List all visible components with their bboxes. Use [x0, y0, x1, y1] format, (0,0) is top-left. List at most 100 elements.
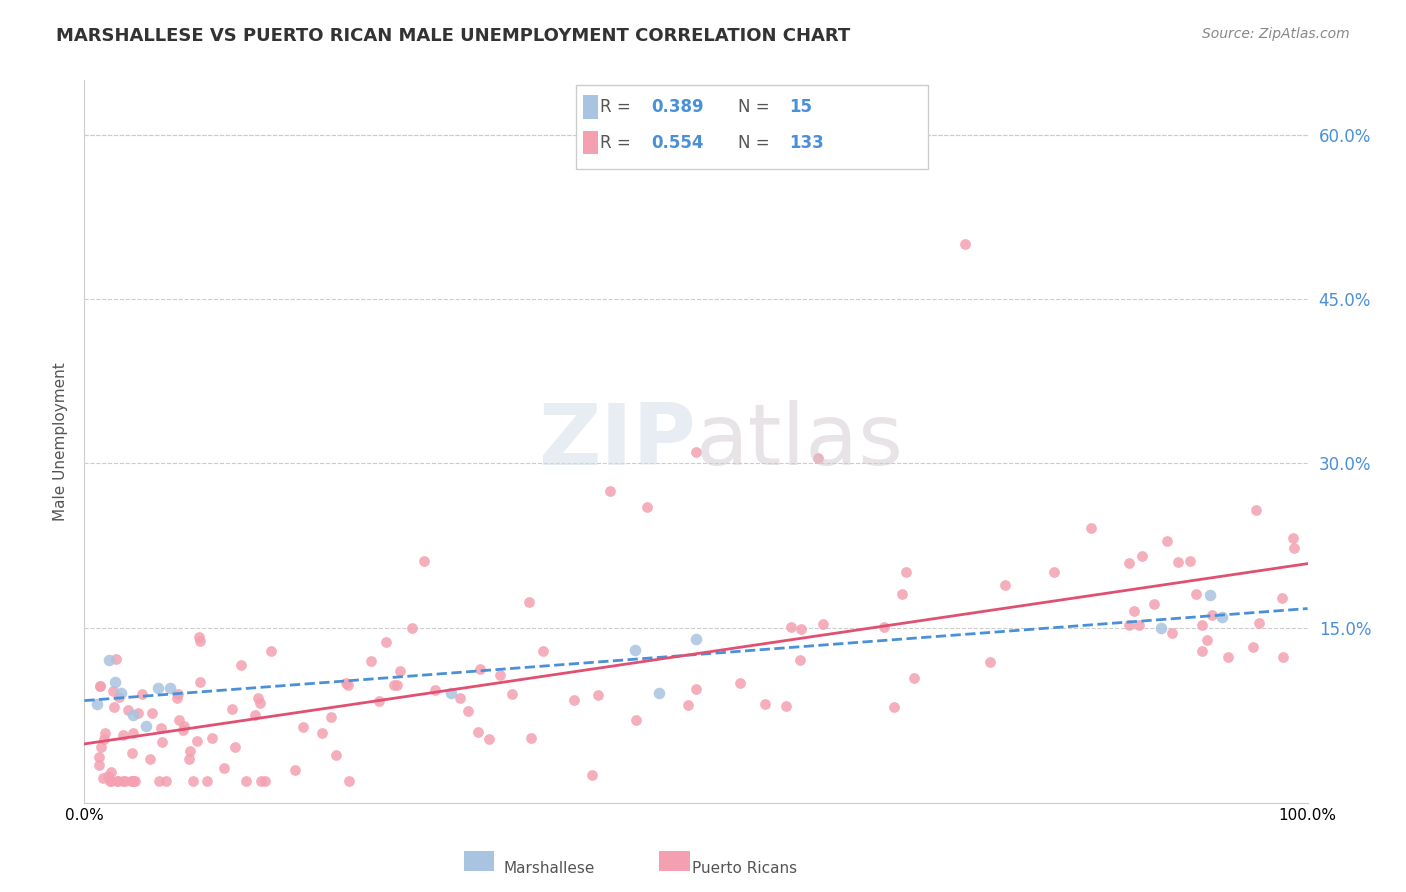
Point — [112, 728, 135, 742]
Point — [953, 237, 976, 252]
Point — [1123, 604, 1146, 618]
Point — [120, 773, 142, 788]
Point — [1128, 618, 1150, 632]
Point — [685, 445, 707, 459]
Point — [382, 678, 405, 692]
Point — [105, 773, 128, 788]
Point — [1142, 597, 1164, 611]
Point — [167, 713, 190, 727]
Point — [224, 740, 246, 755]
Point — [1244, 502, 1267, 516]
Point — [141, 706, 163, 721]
Point — [648, 686, 671, 700]
Point — [872, 620, 894, 634]
Point — [489, 667, 512, 681]
Point — [155, 773, 177, 788]
Point — [636, 500, 658, 515]
Point — [440, 686, 463, 700]
Text: R =: R = — [600, 134, 637, 152]
Point — [624, 642, 647, 657]
Text: 0.389: 0.389 — [651, 98, 703, 116]
Point — [122, 726, 145, 740]
Point — [250, 773, 273, 788]
Point — [179, 744, 201, 758]
Point — [187, 630, 209, 644]
Point — [89, 679, 111, 693]
Point — [1271, 591, 1294, 605]
Point — [1156, 533, 1178, 548]
Point — [1118, 617, 1140, 632]
Point — [148, 773, 170, 788]
Point — [389, 664, 412, 678]
Point — [93, 731, 115, 746]
Point — [779, 620, 801, 634]
Point — [685, 682, 707, 697]
Point — [775, 699, 797, 714]
Text: N =: N = — [738, 134, 775, 152]
Point — [221, 702, 243, 716]
Point — [599, 483, 621, 498]
Text: 0.554: 0.554 — [651, 134, 703, 152]
Point — [98, 773, 121, 788]
Point — [1211, 609, 1233, 624]
Point — [790, 623, 813, 637]
Point — [181, 773, 204, 788]
Point — [104, 675, 127, 690]
Point — [172, 723, 194, 737]
Point — [1150, 621, 1173, 635]
Point — [676, 698, 699, 712]
Point — [1272, 649, 1295, 664]
Point — [97, 653, 120, 667]
Point — [292, 720, 315, 734]
Point — [124, 773, 146, 788]
Point — [1241, 640, 1264, 655]
Point — [1160, 625, 1182, 640]
Point — [425, 683, 447, 698]
Point — [97, 769, 120, 783]
Point — [246, 691, 269, 706]
Point — [903, 671, 925, 685]
Point — [101, 684, 124, 698]
Point — [131, 687, 153, 701]
Point — [1043, 565, 1066, 579]
Point — [103, 700, 125, 714]
Point — [243, 708, 266, 723]
Point — [93, 772, 115, 786]
Point — [401, 621, 423, 635]
Point — [501, 687, 523, 701]
Point — [531, 643, 554, 657]
Point — [807, 450, 830, 465]
Point — [1249, 615, 1271, 630]
Point — [122, 773, 145, 788]
Point — [1191, 618, 1213, 632]
Point — [94, 725, 117, 739]
Point — [754, 697, 776, 711]
Point — [127, 706, 149, 720]
Point — [449, 691, 471, 706]
Point — [319, 710, 342, 724]
Point — [1185, 587, 1208, 601]
Text: MARSHALLESE VS PUERTO RICAN MALE UNEMPLOYMENT CORRELATION CHART: MARSHALLESE VS PUERTO RICAN MALE UNEMPLO… — [56, 27, 851, 45]
Point — [1191, 644, 1213, 658]
Point — [86, 698, 108, 712]
Point — [1118, 557, 1140, 571]
Text: 133: 133 — [789, 134, 824, 152]
Point — [519, 731, 541, 745]
Point — [121, 746, 143, 760]
Point — [146, 681, 169, 695]
Point — [1130, 549, 1153, 563]
Point — [993, 578, 1015, 592]
Point — [188, 634, 211, 648]
Point — [883, 699, 905, 714]
Point — [284, 763, 307, 777]
Point — [214, 761, 236, 775]
Point — [581, 768, 603, 782]
Point — [100, 773, 122, 788]
Point — [110, 686, 132, 700]
Text: atlas: atlas — [696, 400, 904, 483]
Point — [979, 655, 1001, 669]
Point — [517, 595, 540, 609]
Point — [811, 617, 834, 632]
Point — [107, 690, 129, 705]
Point — [188, 674, 211, 689]
